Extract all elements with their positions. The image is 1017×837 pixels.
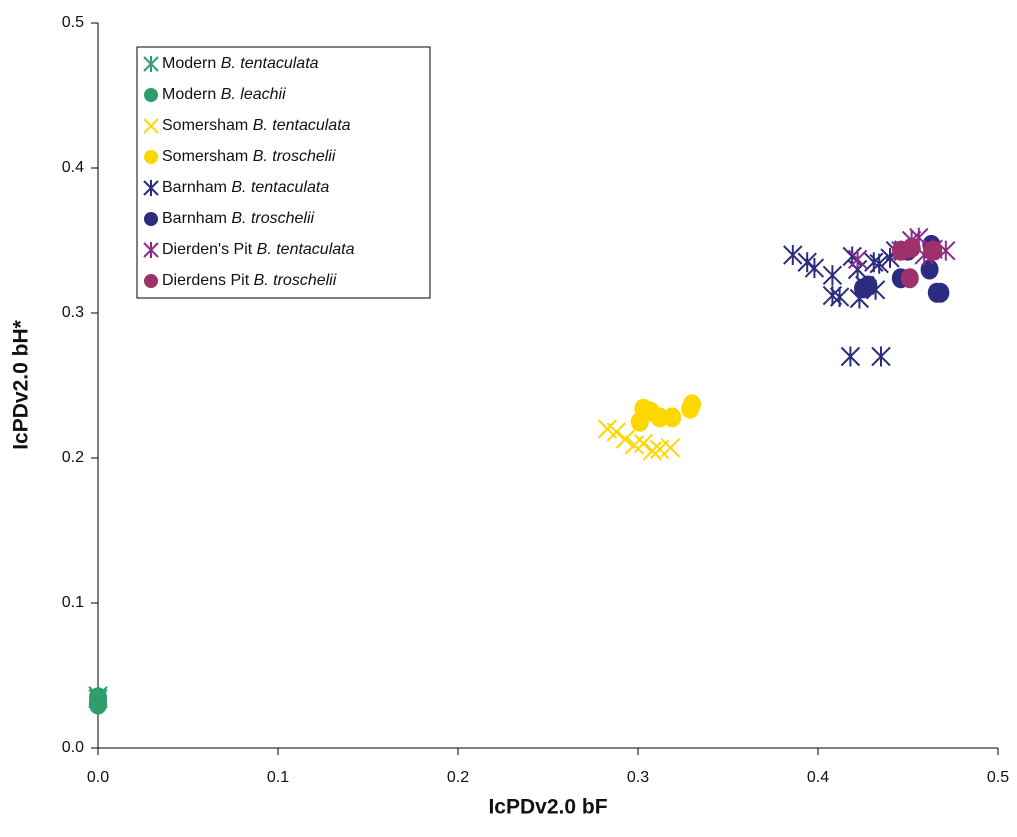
legend-label: Dierden's Pit B. tentaculata bbox=[162, 241, 355, 258]
x-axis-title: IcPDv2.0 bF bbox=[488, 796, 607, 819]
point bbox=[869, 253, 889, 274]
legend-label: Modern B. tentaculata bbox=[162, 55, 319, 72]
point bbox=[663, 407, 682, 428]
series bbox=[89, 687, 107, 715]
series bbox=[630, 394, 701, 432]
legend-label: Barnham B. troschelii bbox=[162, 210, 315, 227]
point bbox=[630, 411, 649, 432]
y-tick-label: 0.0 bbox=[62, 739, 84, 756]
point bbox=[871, 346, 891, 367]
series bbox=[597, 419, 681, 461]
legend-label: Modern B. leachii bbox=[162, 86, 286, 103]
legend-box bbox=[136, 46, 431, 299]
y-tick-label: 0.5 bbox=[62, 14, 84, 31]
x-tick-label: 0.3 bbox=[627, 769, 649, 786]
point bbox=[902, 237, 921, 258]
x-tick-label: 0.4 bbox=[807, 769, 829, 786]
legend-marker bbox=[144, 212, 158, 226]
x-tick-label: 0.1 bbox=[267, 769, 289, 786]
legend-marker bbox=[144, 274, 158, 288]
y-tick-label: 0.2 bbox=[62, 449, 84, 466]
point bbox=[650, 407, 669, 428]
point bbox=[900, 268, 919, 289]
point bbox=[606, 422, 627, 442]
y-tick-label: 0.1 bbox=[62, 594, 84, 611]
x-tick-label: 0.0 bbox=[87, 769, 109, 786]
point bbox=[615, 429, 636, 449]
legend-marker bbox=[144, 88, 158, 102]
point bbox=[924, 240, 943, 261]
point bbox=[89, 694, 107, 715]
y-axis-title: IcPDv2.0 bH* bbox=[10, 319, 33, 449]
legend-marker bbox=[144, 150, 158, 164]
point bbox=[804, 258, 825, 279]
legend-label: Dierdens Pit B. troschelii bbox=[162, 272, 337, 289]
legend-label: Somersham B. troschelii bbox=[162, 148, 336, 165]
legend-marker bbox=[143, 180, 159, 196]
point bbox=[660, 438, 681, 458]
y-tick-label: 0.4 bbox=[62, 159, 84, 176]
point bbox=[829, 287, 850, 308]
point bbox=[931, 282, 950, 303]
x-tick-label: 0.2 bbox=[447, 769, 469, 786]
point bbox=[683, 394, 701, 415]
x-tick-label: 0.5 bbox=[987, 769, 1009, 786]
point bbox=[624, 435, 645, 455]
y-tick-label: 0.3 bbox=[62, 304, 84, 321]
legend-label: Barnham B. tentaculata bbox=[162, 179, 329, 196]
legend-marker bbox=[143, 118, 159, 134]
point bbox=[847, 249, 868, 270]
legend-marker bbox=[143, 56, 159, 72]
point bbox=[840, 346, 861, 367]
point bbox=[783, 245, 803, 265]
point bbox=[859, 275, 878, 296]
point bbox=[822, 265, 843, 286]
legend-marker bbox=[143, 242, 159, 258]
legend-label: Somersham B. tentaculata bbox=[162, 117, 351, 134]
point bbox=[633, 433, 654, 454]
point bbox=[642, 441, 663, 461]
series bbox=[783, 240, 906, 367]
series bbox=[891, 237, 943, 289]
